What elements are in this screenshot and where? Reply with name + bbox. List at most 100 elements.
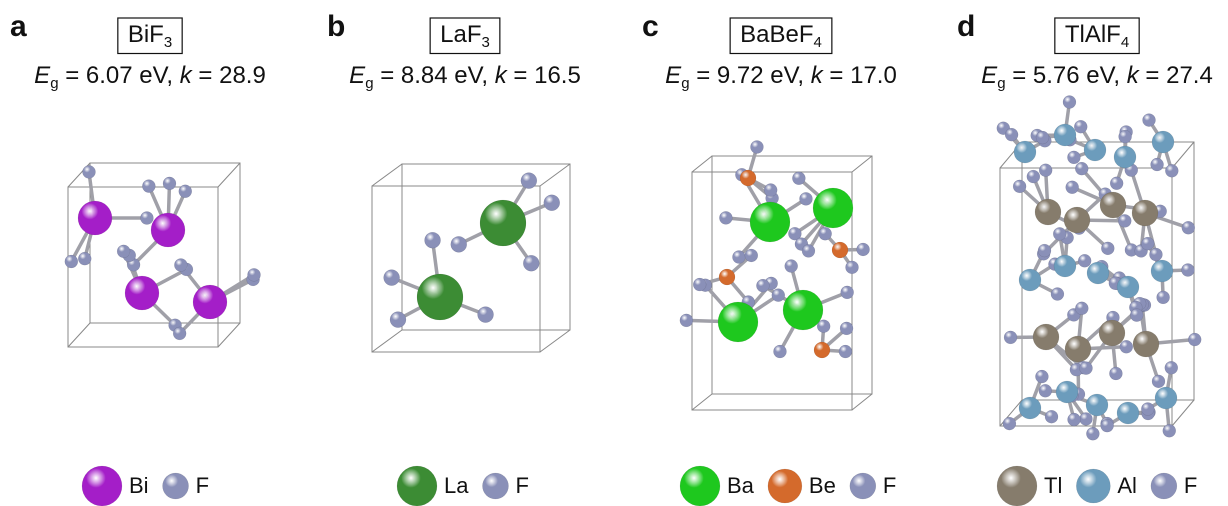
atom xyxy=(1155,387,1177,409)
f-atom xyxy=(785,260,798,273)
atom xyxy=(750,202,790,242)
f-atom xyxy=(799,192,812,205)
f-atom xyxy=(1075,162,1088,175)
f-atom xyxy=(857,243,870,256)
panel-letter: d xyxy=(957,10,975,43)
f-atom xyxy=(839,345,852,358)
atom xyxy=(78,201,112,235)
unit-cell-edge xyxy=(218,323,240,347)
f-atom xyxy=(1120,340,1133,353)
f-atom xyxy=(1074,120,1087,133)
band-gap-equation: Eg = 9.72 eV, k = 17.0 xyxy=(665,62,897,92)
legend-label: F xyxy=(515,473,528,498)
f-atom xyxy=(1101,242,1114,255)
atom xyxy=(480,200,526,246)
text-segment: = 28.9 xyxy=(192,62,266,89)
text-segment: LaF xyxy=(440,21,481,48)
f-atom xyxy=(1119,130,1132,143)
text-segment: g xyxy=(997,75,1005,92)
atom xyxy=(1056,381,1078,403)
f-atom xyxy=(174,259,187,272)
atom xyxy=(1133,331,1159,357)
f-atom xyxy=(1141,237,1154,250)
f-atom xyxy=(521,173,537,189)
unit-cell-edge xyxy=(852,156,872,172)
atom xyxy=(1054,255,1076,277)
f-atom xyxy=(451,236,467,252)
f-atom xyxy=(1039,164,1052,177)
text-segment: E xyxy=(981,62,998,89)
f-atom xyxy=(1068,413,1081,426)
unit-cell-edge xyxy=(372,330,402,352)
unit-cell-edge xyxy=(1172,142,1194,168)
f-atom xyxy=(523,255,539,271)
atom xyxy=(1099,320,1125,346)
legend-swatch xyxy=(1151,473,1177,499)
formula: BaBeF4 xyxy=(740,21,822,51)
f-atom xyxy=(1027,170,1040,183)
atom xyxy=(1084,139,1106,161)
f-atom xyxy=(819,227,832,240)
atom xyxy=(1035,199,1061,225)
f-atom xyxy=(1036,131,1049,144)
f-atom xyxy=(425,232,441,248)
f-atom xyxy=(384,270,400,286)
figure: aBiF3Eg = 6.07 eV, k = 28.9BiFbLaF3Eg = … xyxy=(0,0,1228,506)
f-atom xyxy=(1101,419,1114,432)
legend-swatch xyxy=(997,466,1037,506)
unit-cell-edge xyxy=(852,394,872,410)
atom xyxy=(740,170,756,186)
f-atom xyxy=(1151,158,1164,171)
f-atom xyxy=(1079,412,1092,425)
f-atom xyxy=(1163,424,1176,437)
atom xyxy=(1019,269,1041,291)
unit-cell-edge xyxy=(540,164,570,186)
atom xyxy=(1132,200,1158,226)
f-atom xyxy=(478,307,494,323)
f-atom xyxy=(117,245,130,258)
f-atom xyxy=(65,255,78,268)
f-atom xyxy=(179,185,192,198)
unit-cell-edge xyxy=(540,330,570,352)
f-atom xyxy=(750,140,763,153)
f-atom xyxy=(1086,427,1099,440)
band-gap-equation: Eg = 5.76 eV, k = 27.4 xyxy=(981,62,1213,92)
f-atom xyxy=(841,286,854,299)
legend-swatch xyxy=(82,466,122,506)
atom xyxy=(1019,397,1041,419)
text-segment: = 27.4 xyxy=(1139,62,1213,89)
formula: LaF3 xyxy=(440,21,490,51)
f-atom xyxy=(792,172,805,185)
legend-swatch xyxy=(680,466,720,506)
atom xyxy=(1054,124,1076,146)
f-atom xyxy=(764,184,777,197)
f-atom xyxy=(1157,291,1170,304)
text-segment: = 6.07 eV, xyxy=(59,62,180,89)
f-atom xyxy=(1067,151,1080,164)
f-atom xyxy=(248,268,261,281)
legend-label: Bi xyxy=(129,473,149,498)
text-segment: = 17.0 xyxy=(823,62,897,89)
text-segment: g xyxy=(681,75,689,92)
f-atom xyxy=(1053,227,1066,240)
atom xyxy=(1064,207,1090,233)
f-atom xyxy=(1110,177,1123,190)
f-atom xyxy=(1039,384,1052,397)
crystal-structure xyxy=(65,163,261,347)
f-atom xyxy=(772,289,785,302)
unit-cell-edge xyxy=(68,323,90,347)
legend-label: Tl xyxy=(1044,473,1062,498)
text-segment: = 8.84 eV, xyxy=(374,62,495,89)
atom xyxy=(783,290,823,330)
f-atom xyxy=(1188,333,1201,346)
f-atom xyxy=(1165,361,1178,374)
f-atom xyxy=(756,279,769,292)
atom xyxy=(813,188,853,228)
text-segment: BaBeF xyxy=(740,21,813,48)
legend-label: F xyxy=(883,473,896,498)
page: Crystal structures body { margin: 0; bac… xyxy=(0,0,1228,506)
f-atom xyxy=(1079,362,1092,375)
text-segment: = 9.72 eV, xyxy=(690,62,811,89)
f-atom xyxy=(78,252,91,265)
atom xyxy=(1114,146,1136,168)
